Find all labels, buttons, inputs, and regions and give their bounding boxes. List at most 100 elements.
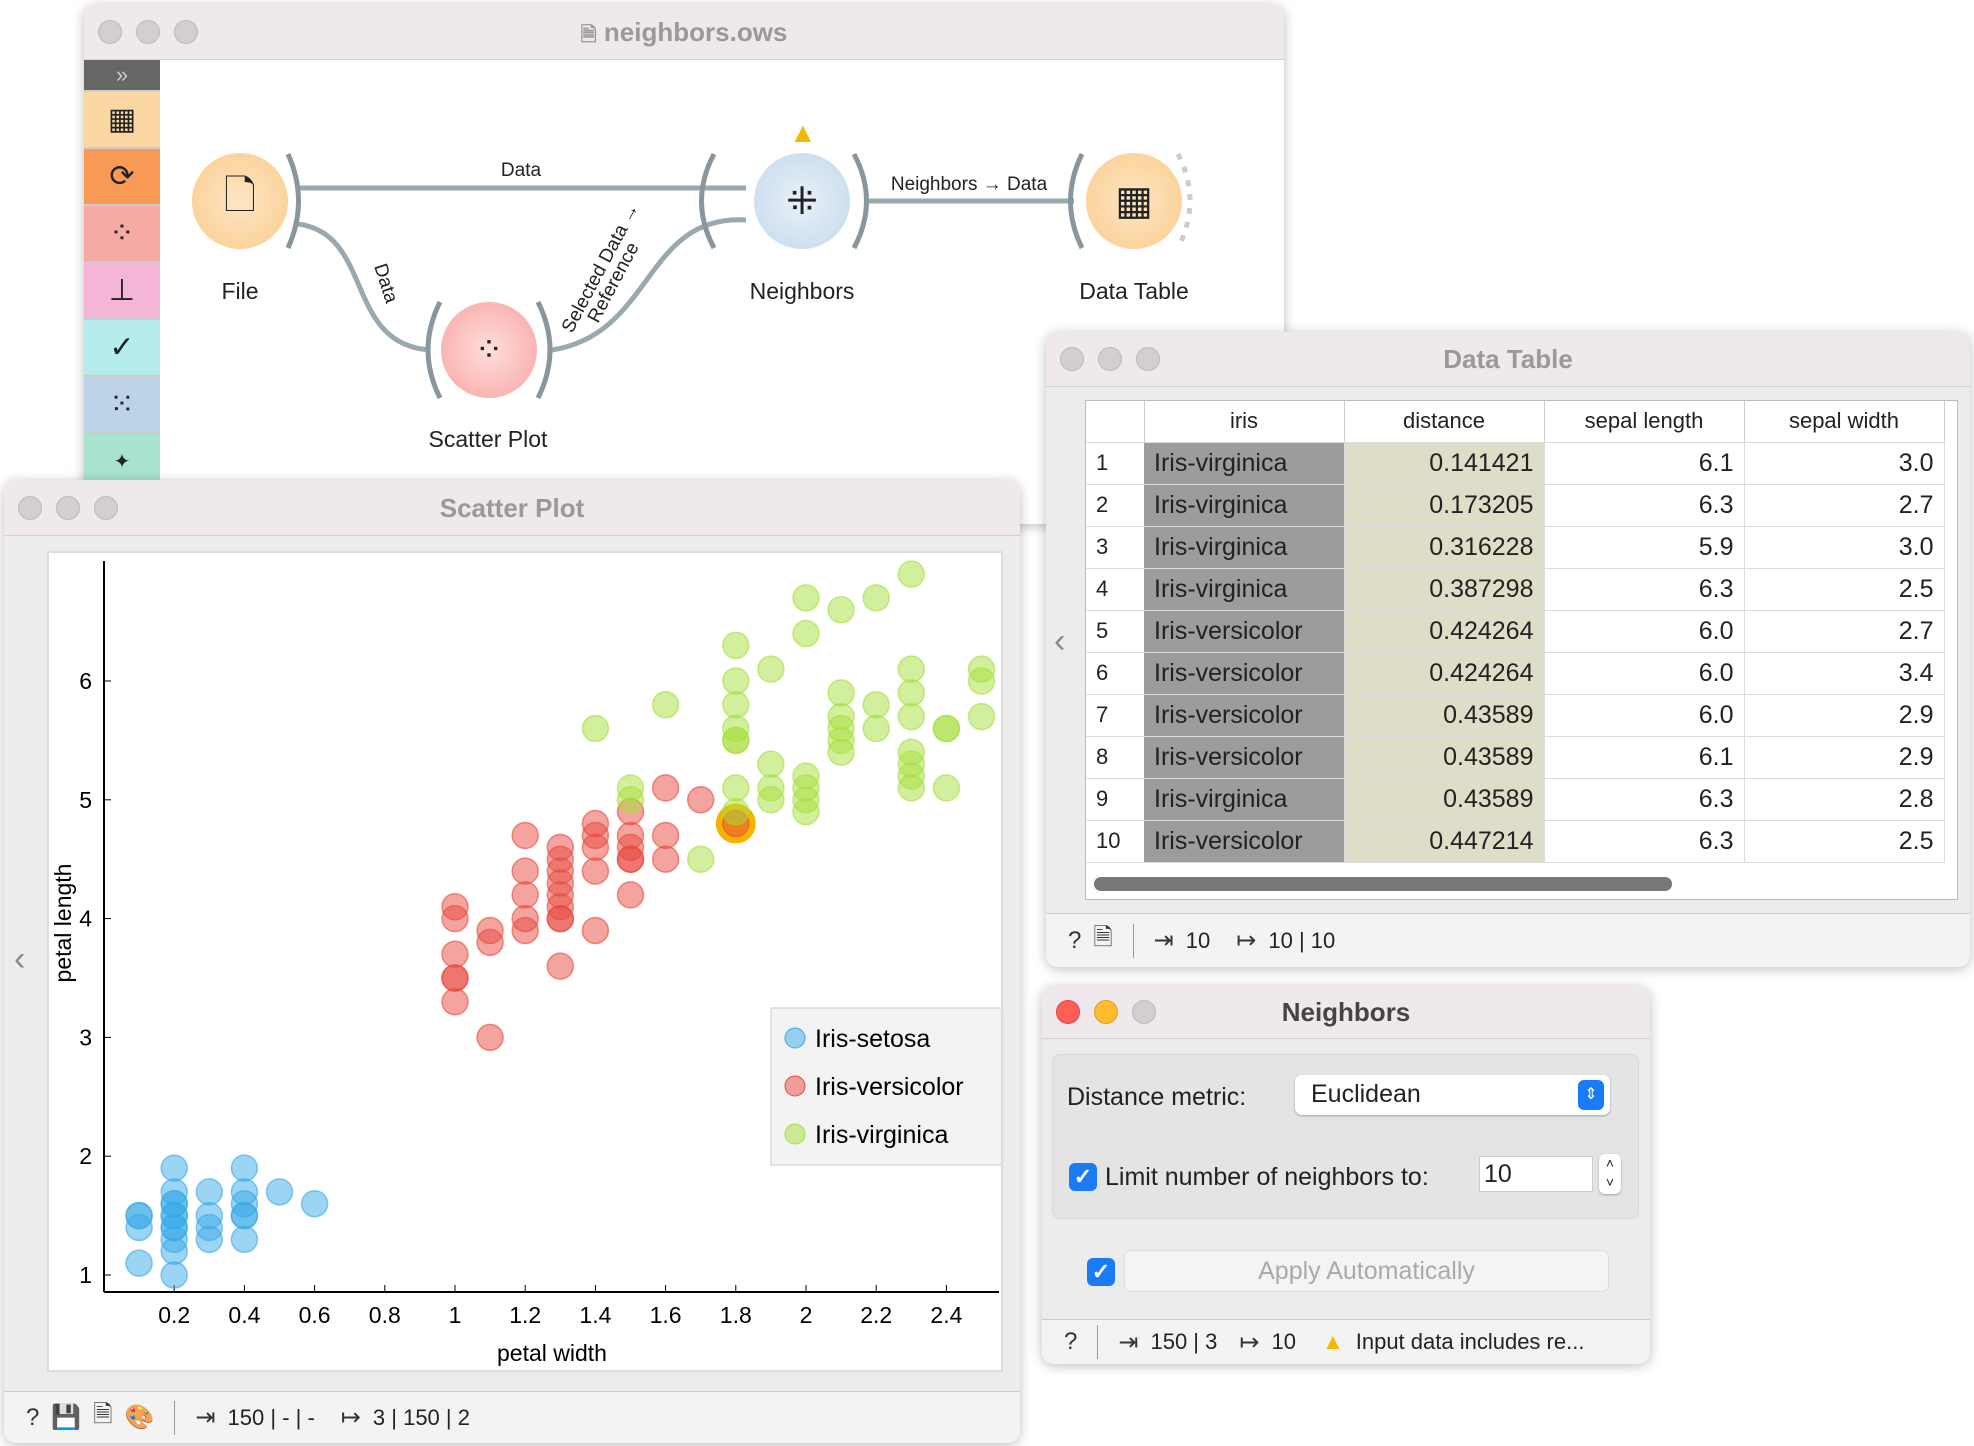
row-index[interactable]: 4 <box>1086 568 1144 611</box>
scatter-plot-node[interactable]: ⁘ <box>441 302 537 398</box>
data-point-iris-versicolor[interactable] <box>441 964 469 992</box>
data-point-iris-virginica[interactable] <box>967 702 996 731</box>
data-point-iris-virginica[interactable] <box>722 714 750 743</box>
data-point-iris-versicolor[interactable] <box>511 857 539 885</box>
table-row[interactable]: 5 Iris-versicolor 0.424264 6.0 2.7 <box>1086 610 1945 653</box>
neighbors-count-input[interactable]: 10 <box>1479 1156 1593 1192</box>
data-point-iris-setosa[interactable] <box>125 1249 153 1277</box>
minimize-button[interactable] <box>56 495 80 520</box>
link-file-scatter[interactable] <box>297 221 431 353</box>
data-point-iris-virginica[interactable] <box>897 560 926 588</box>
data-point-iris-setosa[interactable] <box>300 1189 329 1218</box>
data-point-iris-virginica[interactable] <box>722 691 750 719</box>
file-node[interactable]: 🗋 <box>192 153 288 249</box>
cell-sepal-length[interactable]: 6.1 <box>1544 442 1745 485</box>
scatter-plot[interactable]: 0.2 0.4 0.6 0.8 1 1.2 1.4 1.6 1.8 2 2.2 2.4 1 2 3 4 5 6 pe… <box>47 551 1003 1372</box>
zoom-button[interactable] <box>94 495 118 520</box>
apply-automatically-checkbox[interactable]: ✓ <box>1087 1258 1115 1286</box>
cell-iris[interactable]: Iris-versicolor <box>1144 694 1345 737</box>
cell-sepal-width[interactable]: 2.9 <box>1744 694 1945 737</box>
help-icon[interactable]: ? <box>1068 926 1082 954</box>
data-point-iris-versicolor[interactable] <box>546 833 575 862</box>
cell-distance[interactable]: 0.43589 <box>1344 736 1545 779</box>
data-point-iris-virginica[interactable] <box>757 655 785 683</box>
data-point-iris-versicolor[interactable] <box>651 845 680 873</box>
distance-metric-select[interactable]: Euclidean ⇕ <box>1295 1075 1610 1115</box>
data-point-iris-versicolor[interactable] <box>616 821 645 850</box>
data-point-iris-virginica[interactable] <box>897 738 926 767</box>
data-point-iris-versicolor[interactable] <box>581 809 610 838</box>
data-point-iris-virginica[interactable] <box>792 762 820 790</box>
cell-distance[interactable]: 0.424264 <box>1344 652 1545 695</box>
column-header[interactable]: distance <box>1344 401 1545 443</box>
help-icon[interactable]: ? <box>1064 1328 1078 1355</box>
cell-iris[interactable]: Iris-virginica <box>1144 484 1345 527</box>
cell-sepal-length[interactable]: 6.1 <box>1544 736 1745 779</box>
cell-distance[interactable]: 0.141421 <box>1344 442 1545 485</box>
data-point-iris-setosa[interactable] <box>160 1154 188 1182</box>
row-index[interactable]: 8 <box>1086 736 1144 779</box>
table-row[interactable]: 10 Iris-versicolor 0.447214 6.3 2.5 <box>1086 820 1945 863</box>
horizontal-scrollbar[interactable] <box>1094 877 1672 891</box>
apply-automatically-button[interactable]: Apply Automatically <box>1124 1250 1609 1292</box>
data-table-node[interactable]: ▦ <box>1086 153 1182 249</box>
data-point-iris-versicolor[interactable] <box>511 821 539 850</box>
data-point-iris-virginica[interactable] <box>792 619 820 648</box>
data-point-iris-virginica[interactable] <box>581 714 610 743</box>
cell-iris[interactable]: Iris-virginica <box>1144 568 1345 611</box>
data-point-iris-versicolor[interactable] <box>476 1023 504 1052</box>
cell-sepal-width[interactable]: 3.0 <box>1744 526 1945 569</box>
row-index[interactable]: 1 <box>1086 442 1144 485</box>
table-row[interactable]: 4 Iris-virginica 0.387298 6.3 2.5 <box>1086 568 1945 611</box>
row-index[interactable]: 3 <box>1086 526 1144 569</box>
data-point-iris-virginica[interactable] <box>722 797 750 826</box>
data-point-iris-setosa[interactable] <box>230 1225 259 1254</box>
cell-sepal-length[interactable]: 6.3 <box>1544 820 1745 863</box>
cell-sepal-width[interactable]: 2.7 <box>1744 610 1945 653</box>
cell-distance[interactable]: 0.387298 <box>1344 568 1545 611</box>
model-category-tree-icon[interactable]: ⊥ <box>84 263 160 320</box>
data-point-iris-setosa[interactable] <box>195 1178 224 1206</box>
cell-iris[interactable]: Iris-virginica <box>1144 526 1345 569</box>
cell-sepal-length[interactable]: 6.3 <box>1544 778 1745 821</box>
data-point-iris-virginica[interactable] <box>827 702 855 731</box>
minimize-button[interactable] <box>1094 1000 1118 1024</box>
data-point-iris-virginica[interactable] <box>862 714 890 743</box>
data-point-iris-versicolor[interactable] <box>441 892 469 921</box>
data-point-iris-virginica[interactable] <box>757 750 785 778</box>
data-point-iris-virginica[interactable] <box>827 595 855 624</box>
row-index[interactable]: 9 <box>1086 778 1144 821</box>
cell-sepal-length[interactable]: 6.3 <box>1544 484 1745 527</box>
column-header[interactable]: sepal width <box>1744 401 1945 443</box>
data-point-iris-versicolor[interactable] <box>476 916 504 945</box>
palette-icon[interactable]: 🎨 <box>124 1404 155 1431</box>
warning-message[interactable]: Input data includes re... <box>1355 1329 1585 1354</box>
cell-distance[interactable]: 0.43589 <box>1344 778 1545 821</box>
data-point-iris-versicolor[interactable] <box>441 988 469 1016</box>
data-point-iris-setosa[interactable] <box>195 1201 224 1230</box>
data-point-iris-virginica[interactable] <box>616 774 645 802</box>
evaluate-category-icon[interactable]: ✓ <box>84 320 160 377</box>
data-category-table-icon[interactable]: ▦ <box>84 92 160 149</box>
cell-iris[interactable]: Iris-versicolor <box>1144 610 1345 653</box>
minimize-button[interactable] <box>136 19 160 44</box>
data-point-iris-setosa[interactable] <box>160 1261 188 1289</box>
row-index[interactable]: 6 <box>1086 652 1144 695</box>
cell-sepal-width[interactable]: 2.5 <box>1744 568 1945 611</box>
cell-iris[interactable]: Iris-versicolor <box>1144 736 1345 779</box>
column-header[interactable]: iris <box>1144 401 1345 443</box>
save-image-icon[interactable]: 💾 <box>51 1404 82 1431</box>
data-point-iris-setosa[interactable] <box>265 1178 294 1206</box>
help-icon[interactable]: ? <box>26 1403 40 1431</box>
data-point-iris-virginica[interactable] <box>722 631 750 660</box>
data-point-iris-versicolor[interactable] <box>686 786 715 814</box>
table-row[interactable]: 7 Iris-versicolor 0.43589 6.0 2.9 <box>1086 694 1945 737</box>
cell-iris[interactable]: Iris-virginica <box>1144 778 1345 821</box>
close-button[interactable] <box>18 495 42 520</box>
data-point-iris-virginica[interactable] <box>967 655 996 683</box>
data-point-iris-virginica[interactable] <box>897 702 926 731</box>
unsupervised-category-icon[interactable]: ⁙ <box>84 377 160 434</box>
link-scatter-neighbors[interactable] <box>551 217 747 353</box>
data-point-iris-virginica[interactable] <box>862 584 890 612</box>
report-icon[interactable]: 🗎 <box>1093 924 1113 951</box>
